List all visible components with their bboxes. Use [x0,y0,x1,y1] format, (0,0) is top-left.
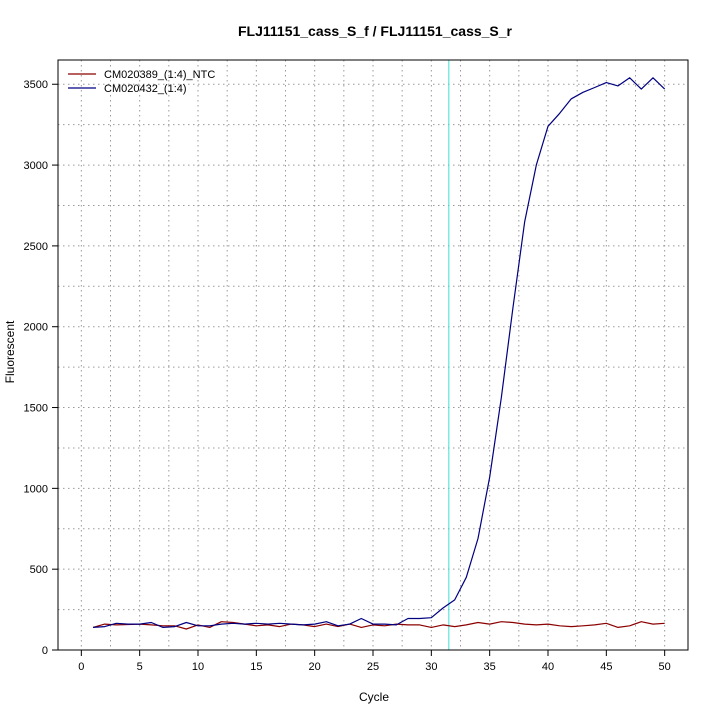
x-tick-label: 25 [367,661,379,673]
legend-label-2: CM020432_(1:4) [104,83,187,95]
y-tick-label: 1000 [24,483,48,495]
series-layer [92,77,666,630]
x-tick-label: 40 [542,661,554,673]
chart-title: FLJ11151_cass_S_f / FLJ11151_cass_S_r [238,23,513,39]
y-tick-label: 2500 [24,241,48,253]
x-tick-label: 0 [78,661,84,673]
series-line-1 [92,621,665,630]
x-tick-label: 5 [137,661,143,673]
x-axis-title: Cycle [359,690,389,704]
x-tick-label: 10 [192,661,204,673]
y-tick-label: 500 [30,564,48,576]
x-tick-label: 15 [250,661,262,673]
y-axis-title: Fluorescent [3,320,17,383]
x-tick-label: 30 [425,661,437,673]
y-tick-label: 1500 [24,403,48,415]
legend-label-1: CM020389_(1:4)_NTC [104,69,215,81]
x-tick-label: 35 [484,661,496,673]
y-tick-label: 2000 [24,322,48,334]
y-tick-label: 3000 [24,160,48,172]
y-tick-label: 0 [42,645,48,657]
x-tick-label: 50 [659,661,671,673]
axes: 0 5 10 15 20 25 30 35 40 45 5005001000150020002500… [24,79,671,673]
series-line-2 [92,77,666,629]
x-tick-label: 45 [600,661,612,673]
legend: CM020389_(1:4)_NTC CM020432_(1:4) [68,69,215,95]
x-tick-label: 20 [309,661,321,673]
y-tick-label: 3500 [24,79,48,91]
